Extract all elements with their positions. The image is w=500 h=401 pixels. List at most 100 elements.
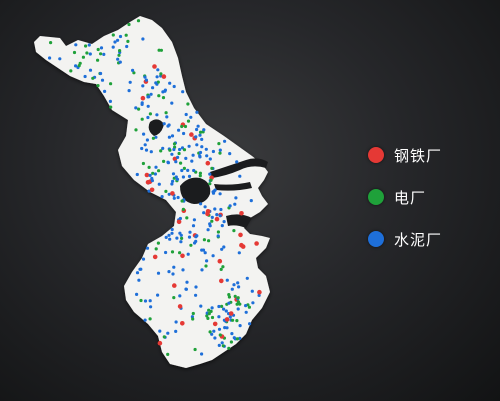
- cement-factory-marker: [194, 235, 198, 239]
- cement-factory-marker: [217, 343, 221, 347]
- power-factory-marker: [164, 189, 168, 193]
- steel-factory-marker: [180, 253, 185, 259]
- steel-factory-marker: [214, 216, 220, 222]
- cement-factory-marker: [149, 92, 153, 96]
- cement-factory-marker: [238, 174, 242, 178]
- power-factory-marker: [185, 216, 189, 220]
- power-factory-marker: [235, 302, 239, 306]
- power-factory-marker: [117, 53, 121, 57]
- legend-swatch-cement: [368, 231, 384, 247]
- steel-factory-marker: [254, 241, 259, 246]
- steel-factory-marker: [219, 278, 224, 284]
- steel-factory-marker: [212, 321, 218, 327]
- cement-factory-marker: [210, 306, 214, 310]
- power-factory-marker: [151, 136, 155, 140]
- legend-item-cement: 水泥厂: [368, 229, 442, 249]
- water-bodies: [148, 119, 268, 228]
- power-factory-marker: [210, 219, 214, 223]
- cement-factory-marker: [143, 299, 148, 303]
- power-factory-marker: [156, 80, 160, 84]
- cement-factory-marker: [232, 283, 236, 287]
- cement-factory-marker: [178, 147, 182, 152]
- power-factory-marker: [159, 72, 163, 76]
- power-factory-marker: [140, 117, 144, 121]
- power-factory-marker: [111, 33, 115, 37]
- cement-factory-marker: [220, 247, 224, 251]
- cement-factory-marker: [102, 52, 106, 57]
- cement-factory-marker: [88, 52, 92, 56]
- cement-factory-marker: [161, 90, 165, 94]
- cement-factory-marker: [153, 172, 157, 176]
- power-factory-marker: [231, 318, 235, 322]
- cement-factory-marker: [194, 135, 198, 139]
- cement-factory-marker: [191, 224, 196, 228]
- power-factory-marker: [151, 171, 155, 175]
- cement-factory-marker: [228, 315, 232, 319]
- cement-factory-marker: [208, 157, 212, 161]
- power-factory-marker: [221, 344, 225, 348]
- cement-factory-marker: [227, 301, 231, 305]
- cement-factory-marker: [83, 74, 87, 79]
- cement-factory-marker: [194, 293, 198, 297]
- cement-factory-marker: [184, 287, 188, 291]
- cement-factory-marker: [113, 40, 117, 44]
- cement-factory-marker: [146, 104, 150, 108]
- power-factory-marker: [148, 317, 152, 321]
- cement-factory-marker: [140, 146, 144, 151]
- legend-item-power: 电厂: [368, 187, 442, 207]
- cement-factory-marker: [143, 143, 147, 147]
- cement-factory-marker: [160, 195, 164, 199]
- power-factory-marker: [132, 71, 136, 75]
- power-factory-marker: [127, 22, 131, 27]
- steel-factory-marker: [149, 187, 155, 193]
- power-factory-marker: [126, 39, 130, 44]
- cement-factory-marker: [140, 101, 144, 105]
- cement-factory-marker: [143, 318, 147, 322]
- cement-factory-marker: [176, 155, 180, 159]
- cement-factory-marker: [135, 292, 139, 296]
- steel-factory-marker: [228, 311, 234, 316]
- cement-factory-marker: [218, 148, 222, 152]
- power-factory-marker: [172, 296, 176, 300]
- steel-factory-marker: [217, 258, 223, 264]
- cement-factory-marker: [206, 228, 210, 232]
- power-factory-marker: [238, 302, 242, 306]
- power-factory-marker: [208, 182, 212, 186]
- power-factory-marker: [189, 243, 193, 247]
- cement-factory-marker: [220, 341, 224, 345]
- cement-factory-marker: [230, 287, 234, 291]
- steel-factory-marker: [205, 211, 210, 217]
- cement-factory-marker: [170, 182, 174, 186]
- cement-factory-marker: [118, 60, 122, 64]
- power-factory-marker: [218, 333, 222, 337]
- cement-factory-marker: [205, 259, 209, 263]
- cement-factory-marker: [219, 207, 223, 212]
- power-factory-marker: [72, 50, 77, 55]
- lake: [180, 177, 211, 204]
- power-factory-marker: [141, 161, 145, 166]
- power-factory-marker: [136, 19, 141, 23]
- cement-factory-marker: [155, 75, 159, 79]
- power-factory-marker: [78, 61, 82, 65]
- cement-factory-marker: [143, 75, 147, 79]
- cement-factory-marker: [170, 227, 174, 232]
- cement-factory-marker: [151, 86, 155, 90]
- power-factory-marker: [182, 148, 187, 152]
- cement-factory-marker: [200, 268, 204, 272]
- cement-factory-marker: [145, 138, 149, 142]
- cement-factory-marker: [167, 270, 171, 274]
- cement-factory-marker: [193, 241, 197, 245]
- power-factory-marker: [209, 178, 213, 182]
- cement-factory-marker: [174, 320, 178, 324]
- cement-factory-marker: [238, 336, 242, 340]
- cement-factory-marker: [170, 152, 174, 156]
- cement-factory-marker: [147, 95, 151, 99]
- cement-factory-marker: [225, 278, 229, 282]
- cement-factory-marker: [179, 233, 183, 237]
- cement-factory-marker: [149, 150, 153, 154]
- cement-factory-marker: [179, 240, 183, 244]
- cement-factory-marker: [111, 45, 115, 49]
- cement-factory-marker: [228, 152, 232, 156]
- cement-factory-marker: [150, 179, 154, 183]
- power-factory-marker: [198, 174, 202, 178]
